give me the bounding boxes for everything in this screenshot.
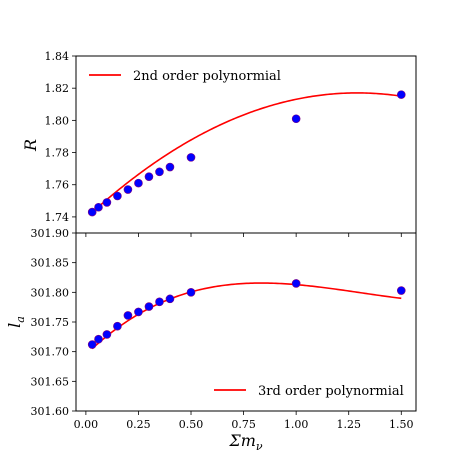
bottom-fit-line — [91, 282, 402, 350]
bottom-point-7 — [155, 297, 164, 307]
bottom-panel: 301.60 301.65 301.70 301.75 301.80 301.85 301.… — [31, 227, 417, 431]
bottom-point-0 — [87, 340, 97, 349]
top-point-7 — [155, 167, 164, 177]
top-point-9 — [186, 153, 196, 162]
bottom-ylabel: la — [5, 316, 27, 328]
x-tick-label-0: 0.00 — [74, 418, 99, 431]
bottom-point-10 — [291, 279, 301, 288]
bottom-point-9 — [186, 288, 196, 297]
bottom-ytick-label-2: 301.70 — [31, 346, 70, 359]
bottom-point-3 — [113, 321, 122, 331]
top-point-3 — [113, 191, 122, 201]
top-point-1 — [94, 202, 103, 212]
x-axis-label-main: Σm — [228, 431, 255, 450]
bottom-point-5 — [134, 307, 143, 317]
bottom-point-8 — [165, 294, 175, 304]
top-ylabel: R — [21, 139, 40, 152]
top-ytick-label-1: 1.76 — [45, 179, 70, 192]
bottom-legend-label: 3rd order polynormial — [258, 384, 404, 399]
bottom-point-4 — [123, 311, 133, 320]
bottom-point-2 — [102, 330, 112, 339]
bottom-point-1 — [94, 334, 103, 344]
bottom-ytick-label-4: 301.80 — [31, 286, 70, 299]
x-tick-label-1: 0.25 — [126, 418, 151, 431]
top-point-10 — [291, 114, 301, 124]
top-point-4 — [123, 185, 133, 194]
x-tick-label-4: 1.00 — [284, 418, 309, 431]
bottom-point-11 — [396, 286, 406, 295]
bottom-ylabel-sub: a — [14, 316, 27, 323]
top-point-2 — [102, 198, 112, 207]
bottom-axes-frame — [75, 232, 417, 412]
x-axis-label-sub: ν — [256, 440, 263, 453]
bottom-ytick-label-5: 301.85 — [31, 257, 70, 270]
top-fit-line — [91, 92, 402, 214]
top-point-8 — [165, 162, 175, 172]
x-tick-label-6: 1.50 — [389, 418, 414, 431]
top-point-11 — [396, 90, 406, 99]
x-tick-label-3: 0.75 — [231, 418, 256, 431]
bottom-ytick-label-1: 301.65 — [31, 375, 70, 388]
x-axis-label: Σmν — [228, 431, 262, 453]
bottom-ytick-label-0: 301.60 — [31, 405, 70, 418]
bottom-ytick-label-3: 301.75 — [31, 316, 70, 329]
x-tick-label-2: 0.50 — [179, 418, 204, 431]
top-ytick-label-0: 1.74 — [45, 211, 70, 224]
top-legend-label: 2nd order polynormial — [133, 69, 281, 84]
x-tick-label-5: 1.25 — [336, 418, 361, 431]
top-point-5 — [134, 178, 143, 188]
top-ytick-label-4: 1.82 — [45, 82, 70, 95]
bottom-ylabel-main: l — [5, 323, 24, 328]
top-point-0 — [87, 207, 97, 217]
top-ytick-label-3: 1.80 — [45, 114, 70, 127]
bottom-ytick-label-6: 301.90 — [31, 227, 70, 240]
top-ytick-label-2: 1.78 — [45, 147, 70, 160]
bottom-point-6 — [144, 302, 154, 311]
top-panel: 1.74 1.76 1.78 1.80 1.82 1.84 2nd order polyno… — [45, 50, 417, 237]
top-point-6 — [144, 172, 154, 181]
top-ytick-label-5: 1.84 — [45, 50, 70, 63]
